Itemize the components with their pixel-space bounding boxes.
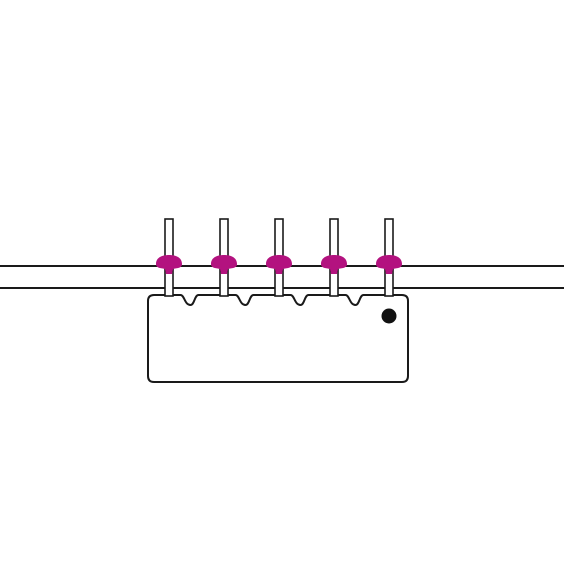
solder-blob [266, 255, 292, 274]
solder-blob [211, 255, 237, 274]
orientation-dot [381, 308, 397, 324]
solder-joint-1 [156, 255, 182, 288]
solder-blob [376, 255, 402, 274]
pin-lead [331, 274, 337, 288]
solder-joint-2 [211, 255, 237, 288]
pin-lead [386, 274, 392, 288]
solder-blob [156, 255, 182, 274]
solder-joint-4 [321, 255, 347, 288]
pin-lead [276, 274, 282, 288]
pin-lead [221, 274, 227, 288]
solder-joint-3 [266, 255, 292, 288]
solder-joints [156, 255, 402, 288]
solder-blob [321, 255, 347, 274]
pin-lead [166, 274, 172, 288]
package-outline [147, 294, 409, 383]
solder-joint-5 [376, 255, 402, 288]
sip-package [147, 294, 409, 383]
